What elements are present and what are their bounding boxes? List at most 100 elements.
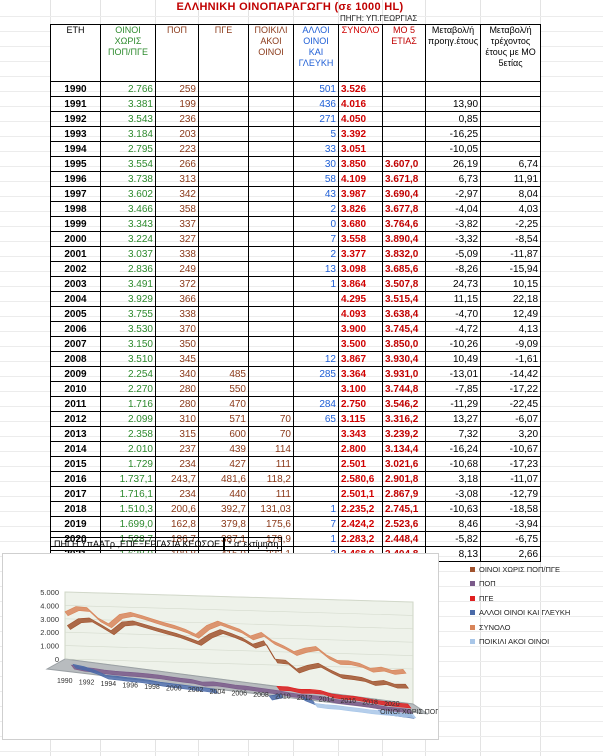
cell-chgmo: -18,58 bbox=[480, 501, 542, 517]
legend-swatch bbox=[470, 610, 475, 616]
cell-chg: -7,85 bbox=[424, 381, 482, 397]
cell-chg: -4,72 bbox=[424, 321, 482, 337]
cell-pge bbox=[198, 276, 249, 292]
cell-total: 3.100 bbox=[338, 381, 383, 397]
cell-year: 2008 bbox=[50, 351, 101, 367]
legend-item: ΠΓΕ bbox=[470, 591, 570, 606]
cell-chg: 13,27 bbox=[424, 411, 482, 427]
cell-green: 1.737,1 bbox=[100, 471, 156, 487]
cell-green: 2.358 bbox=[100, 426, 156, 442]
x-tick-label: 2004 bbox=[210, 689, 226, 696]
cell-chg: -16,25 bbox=[424, 126, 482, 142]
cell-chg: -10,68 bbox=[424, 456, 482, 472]
header-total: ΣΥΝΟΛΟ bbox=[338, 24, 383, 82]
cell-year: 1998 bbox=[50, 201, 101, 217]
cell-pge bbox=[198, 81, 249, 97]
cell-green: 2.766 bbox=[100, 81, 156, 97]
cell-year: 1990 bbox=[50, 81, 101, 97]
cell-year: 2017 bbox=[50, 486, 101, 502]
cell-year: 1996 bbox=[50, 171, 101, 187]
cell-other: 285 bbox=[293, 366, 339, 382]
series-ribbon-3 bbox=[268, 693, 284, 701]
x-tick-label: 2010 bbox=[275, 693, 291, 700]
cell-mo5: 3.930,4 bbox=[382, 351, 426, 367]
cell-chgmo: -17,23 bbox=[480, 456, 542, 472]
cell-other: 7 bbox=[293, 516, 339, 532]
y-tick-label: 0 bbox=[55, 655, 59, 664]
cell-other: 2 bbox=[293, 246, 339, 262]
cell-chgmo: -15,94 bbox=[480, 261, 542, 277]
cell-green: 3.530 bbox=[100, 321, 156, 337]
cell-pop: 310 bbox=[155, 411, 199, 427]
cell-other: 284 bbox=[293, 396, 339, 412]
cell-chgmo bbox=[480, 111, 542, 127]
cell-total: 3.850 bbox=[338, 156, 383, 172]
cell-total: 4.109 bbox=[338, 171, 383, 187]
cell-mo5: 3.832,0 bbox=[382, 246, 426, 262]
cell-poik bbox=[248, 141, 294, 157]
cell-poik: 70 bbox=[248, 411, 294, 427]
cell-other bbox=[293, 306, 339, 322]
cell-chgmo: 4,03 bbox=[480, 201, 542, 217]
cell-green: 3.184 bbox=[100, 126, 156, 142]
cell-green: 3.150 bbox=[100, 336, 156, 352]
x-tick-label: 2000 bbox=[166, 686, 182, 693]
footer-source: ΠΗΓΗ ΥπΑΑΤρ ,ΕΠΕΞΕΡΓΑΣΙΑ ΚΕΟΣΟΕ bbox=[50, 537, 225, 551]
cell-total: 3.377 bbox=[338, 246, 383, 262]
cell-mo5: 3.546,2 bbox=[382, 396, 426, 412]
cell-pge: 571 bbox=[198, 411, 249, 427]
cell-year: 2010 bbox=[50, 381, 101, 397]
table-row: 1990 2.766 259 501 3.526 bbox=[50, 81, 542, 97]
cell-chgmo bbox=[480, 96, 542, 112]
table-row: 1995 3.554 266 30 3.850 3.607,0 26,19 6,74 bbox=[50, 156, 542, 172]
cell-pge bbox=[198, 306, 249, 322]
cell-pop: 280 bbox=[155, 396, 199, 412]
cell-green: 1.729 bbox=[100, 456, 156, 472]
cell-other: 1 bbox=[293, 501, 339, 517]
cell-chgmo: 4,13 bbox=[480, 321, 542, 337]
page-title: ΕΛΛΗΝΙΚΗ ΟΙΝΟΠΑΡΑΓΩΓΗ (σε 1000 HL) bbox=[176, 1, 404, 13]
cell-total: 3.864 bbox=[338, 276, 383, 292]
cell-chgmo: -8,54 bbox=[480, 231, 542, 247]
wine-production-table: ΕΤΗ ΟΙΝΟΙ ΧΩΡΙΣ ΠΟΠ/ΠΓΕ ΠΟΠ ΠΓΕ ΠΟΙΚΙΛΙ … bbox=[50, 24, 542, 562]
cell-pop: 345 bbox=[155, 351, 199, 367]
cell-other: 2 bbox=[293, 201, 339, 217]
cell-pop: 280 bbox=[155, 381, 199, 397]
table-row: 2007 3.150 350 3.500 3.850,0 -10,26 -9,09 bbox=[50, 336, 542, 352]
chart-legend: ΟΙΝΟΙ ΧΩΡΙΣ ΠΟΠ/ΠΓΕ ΠΟΠ ΠΓΕ ΑΛΛΟΙ ΟΙΝΟΙ ΚΑΙ… bbox=[470, 562, 570, 649]
cell-other: 30 bbox=[293, 156, 339, 172]
x-tick-label: 2012 bbox=[297, 695, 313, 702]
cell-pge bbox=[198, 126, 249, 142]
cell-poik: 70 bbox=[248, 426, 294, 442]
table-row: 2004 3.929 366 4.295 3.515,4 11,15 22,18 bbox=[50, 291, 542, 307]
cell-poik bbox=[248, 321, 294, 337]
cell-green: 2.254 bbox=[100, 366, 156, 382]
cell-year: 1992 bbox=[50, 111, 101, 127]
cell-mo5: 3.638,4 bbox=[382, 306, 426, 322]
y-tick-label: 3.000 bbox=[40, 615, 59, 624]
cell-pop: 234 bbox=[155, 486, 199, 502]
cell-poik bbox=[248, 171, 294, 187]
cell-pge bbox=[198, 96, 249, 112]
cell-total: 3.051 bbox=[338, 141, 383, 157]
cell-pge bbox=[198, 261, 249, 277]
cell-chg: -16,24 bbox=[424, 441, 482, 457]
cell-year: 2002 bbox=[50, 261, 101, 277]
x-tick-label: 2018 bbox=[362, 700, 378, 707]
cell-year: 2009 bbox=[50, 366, 101, 382]
cell-mo5: 3.507,8 bbox=[382, 276, 426, 292]
cell-green: 3.343 bbox=[100, 216, 156, 232]
legend-label: ΠΟΠ bbox=[479, 579, 496, 589]
cell-green: 1.716 bbox=[100, 396, 156, 412]
cell-chg: 3,18 bbox=[424, 471, 482, 487]
header-pgi: ΠΓΕ bbox=[198, 24, 249, 82]
table-row: 2015 1.729 234 427 111 2.501 3.021,6 -10,68 -17,… bbox=[50, 456, 542, 472]
cell-green: 3.381 bbox=[100, 96, 156, 112]
cell-chgmo: 11,91 bbox=[480, 171, 542, 187]
cell-mo5 bbox=[382, 96, 426, 112]
cell-mo5: 3.515,4 bbox=[382, 291, 426, 307]
legend-label: ΣΥΝΟΛΟ bbox=[479, 622, 511, 632]
cell-other bbox=[293, 456, 339, 472]
cell-pop: 366 bbox=[155, 291, 199, 307]
cell-pop: 340 bbox=[155, 366, 199, 382]
